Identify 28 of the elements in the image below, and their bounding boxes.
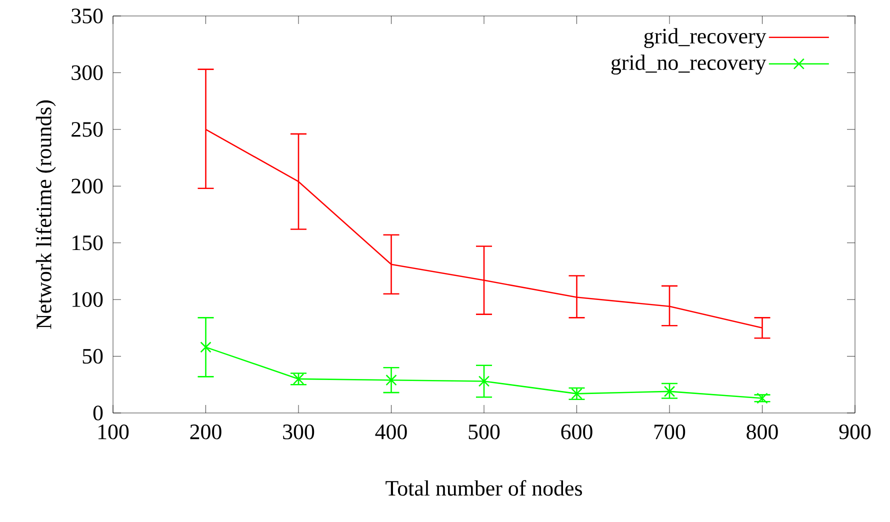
y-tick-label: 50 bbox=[82, 348, 103, 364]
y-tick-label: 0 bbox=[93, 406, 103, 420]
point bbox=[386, 374, 397, 386]
point bbox=[571, 388, 582, 400]
x-axis-title: Total number of nodes bbox=[386, 480, 582, 496]
y-axis-title: Network lifetime (rounds) bbox=[36, 100, 56, 329]
x-tick-label: 400 bbox=[375, 424, 407, 440]
y-tick-label: 250 bbox=[72, 122, 103, 137]
x-tick-label: 700 bbox=[654, 424, 686, 440]
x-tick-label: 600 bbox=[561, 424, 592, 440]
legend-label: grid_recovery bbox=[644, 28, 766, 48]
y-tick-label: 300 bbox=[72, 65, 103, 80]
y-tick-label: 100 bbox=[72, 292, 103, 307]
point bbox=[478, 376, 490, 387]
x-tick-label: 500 bbox=[468, 424, 500, 440]
x-tick-label: 800 bbox=[746, 424, 778, 440]
y-tick-label: 150 bbox=[72, 235, 103, 250]
y-tick-label: 350 bbox=[72, 8, 103, 24]
x-tick-label: 900 bbox=[839, 424, 871, 440]
point bbox=[292, 373, 304, 385]
x-tick-label: 100 bbox=[98, 424, 129, 440]
y-tick-label: 200 bbox=[72, 178, 103, 194]
legend-label: grid_no_recovery bbox=[611, 54, 766, 75]
point bbox=[200, 342, 212, 353]
x-tick-label: 200 bbox=[190, 424, 222, 440]
x-tick-label: 300 bbox=[283, 424, 314, 440]
point bbox=[756, 392, 768, 404]
point bbox=[664, 386, 676, 398]
